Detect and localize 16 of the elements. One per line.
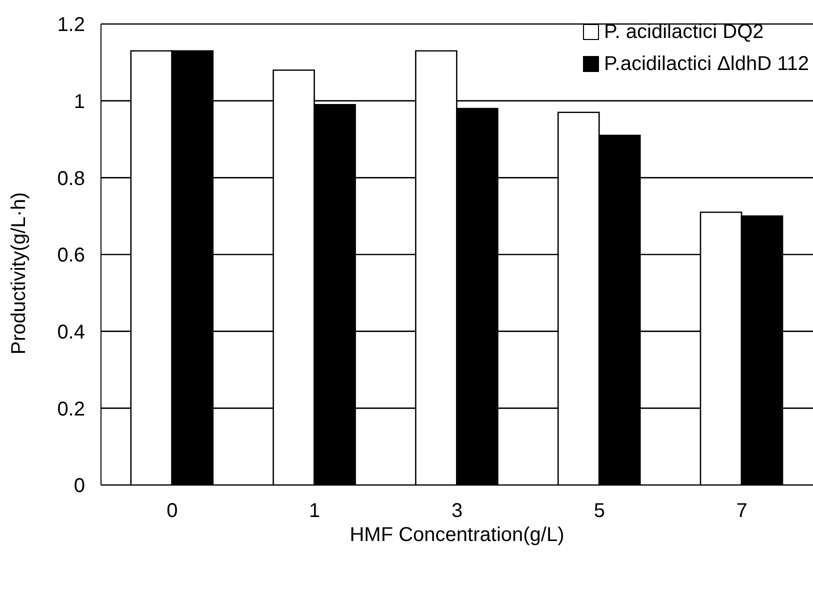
y-tick-label: 0	[74, 475, 85, 498]
y-tick-label: 0.8	[57, 168, 85, 190]
x-tick-label: 7	[736, 500, 748, 522]
y-tick-label: 1	[74, 90, 85, 113]
x-tick-label: 1	[309, 500, 320, 522]
x-tick-label: 0	[166, 500, 178, 522]
y-tick-label: 0.2	[57, 398, 85, 420]
y-tick-label: 0.6	[57, 244, 85, 267]
y-axis-title: Productivity(g/L·h)	[8, 192, 30, 354]
x-tick-label: 5	[594, 500, 605, 522]
legend-label: P.acidilactici ΔldhD 112	[604, 52, 809, 77]
legend-label: P. acidilactici DQ2	[604, 20, 764, 45]
x-axis-title: HMF Concentration(g/L)	[350, 524, 564, 546]
x-tick-label: 3	[451, 500, 463, 522]
y-tick-label: 0.4	[57, 321, 85, 344]
y-tick-label: 1.2	[57, 14, 85, 36]
